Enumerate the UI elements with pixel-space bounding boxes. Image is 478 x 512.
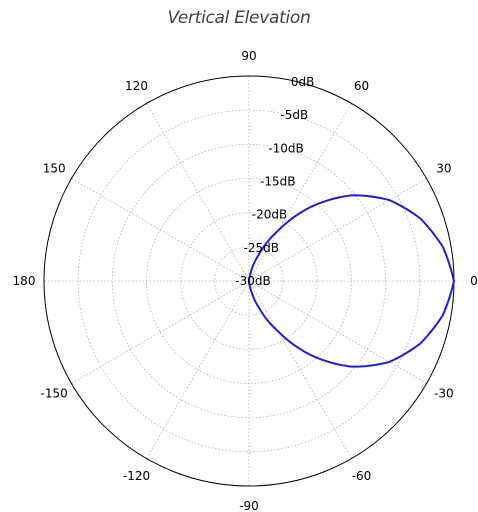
chart-title: Vertical Elevation bbox=[167, 8, 311, 28]
angle-tick-label: 30 bbox=[436, 162, 451, 176]
radial-tick-label: -20dB bbox=[252, 208, 287, 222]
angle-tick-label: 0 bbox=[470, 274, 478, 288]
angular-grid-line bbox=[71, 280, 250, 384]
series-line bbox=[248, 194, 455, 368]
angle-tick-label: 150 bbox=[43, 162, 66, 176]
angle-tick-labels: 0 30 60 90 120 150 180 -150 -120 -90 -60 -30 bbox=[13, 49, 478, 512]
series-layer bbox=[248, 194, 455, 368]
angular-grid-line bbox=[71, 178, 250, 282]
angular-grid-line bbox=[248, 280, 352, 459]
angular-grid bbox=[44, 76, 454, 486]
radial-tick-label: -15dB bbox=[260, 175, 295, 189]
radial-tick-label: -5dB bbox=[280, 108, 308, 122]
radial-grid-ring bbox=[180, 212, 318, 350]
radial-tick-label: -10dB bbox=[268, 141, 303, 155]
angular-grid-line bbox=[146, 103, 250, 282]
radial-grid-ring bbox=[214, 246, 284, 316]
angle-tick-label: 90 bbox=[241, 49, 256, 63]
angle-tick-label: -60 bbox=[352, 469, 372, 483]
radial-tick-label: -25dB bbox=[244, 241, 279, 255]
angular-grid-line bbox=[248, 103, 352, 282]
angle-tick-label: 180 bbox=[13, 274, 36, 288]
angle-tick-label: 60 bbox=[354, 79, 369, 93]
angular-grid-line bbox=[146, 280, 250, 459]
angle-tick-label: -120 bbox=[123, 469, 150, 483]
angle-tick-label: -90 bbox=[239, 499, 259, 512]
angle-tick-label: 120 bbox=[125, 79, 148, 93]
radial-tick-label: -30dB bbox=[235, 274, 270, 288]
radial-tick-label: 0dB bbox=[291, 75, 314, 89]
radial-grid-ring bbox=[77, 109, 421, 453]
angle-tick-label: -150 bbox=[41, 387, 68, 401]
angle-tick-label: -30 bbox=[434, 387, 454, 401]
angular-grid-line bbox=[248, 280, 427, 384]
angular-grid-line bbox=[248, 178, 427, 282]
radial-tick-labels: 0dB -5dB -10dB -15dB -20dB -25dB -30dB bbox=[235, 75, 314, 288]
